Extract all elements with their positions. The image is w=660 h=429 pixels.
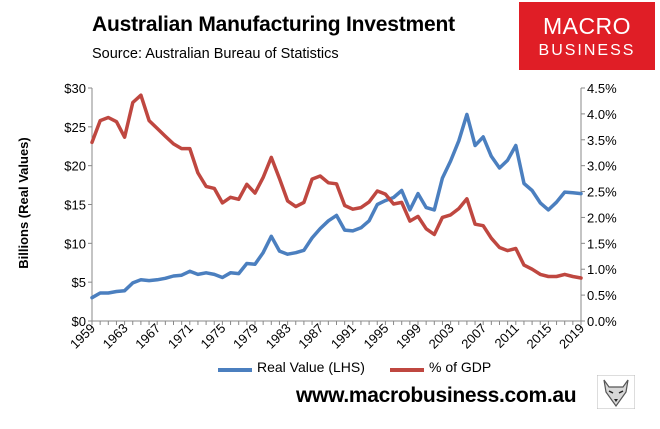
logo-line-1: MACRO bbox=[542, 13, 632, 39]
right-tick-label: 4.0% bbox=[587, 107, 617, 122]
x-tick-label: 2011 bbox=[492, 321, 522, 351]
series-line-real-value bbox=[90, 112, 583, 300]
x-tick-label: 1991 bbox=[328, 321, 359, 352]
y-axis-label: Billions (Real Values) bbox=[16, 137, 31, 269]
x-tick-label: 1963 bbox=[100, 321, 131, 352]
right-tick-label: 3.0% bbox=[587, 159, 617, 174]
left-tick-label: $0 bbox=[72, 314, 86, 329]
legend-swatch-gdp bbox=[390, 368, 424, 372]
left-tick-label: $25 bbox=[64, 120, 86, 135]
chart-title: Australian Manufacturing Investment bbox=[92, 13, 455, 36]
x-tick-label: 1967 bbox=[132, 321, 163, 352]
right-tick-label: 3.5% bbox=[587, 133, 617, 148]
x-tick-label: 1987 bbox=[295, 321, 326, 352]
x-tick-label: 1995 bbox=[360, 321, 391, 352]
series-line-gdp bbox=[90, 93, 583, 280]
chart-axes bbox=[88, 87, 585, 325]
x-tick-label: 1971 bbox=[165, 321, 196, 352]
right-tick-label: 1.0% bbox=[587, 262, 617, 277]
x-tick-label: 2019 bbox=[556, 321, 587, 352]
x-tick-label: 1999 bbox=[393, 321, 424, 352]
chart-series bbox=[90, 93, 583, 300]
right-tick-label: 0.0% bbox=[587, 314, 617, 329]
left-tick-label: $15 bbox=[64, 198, 86, 213]
logo-line-2: BUSINESS bbox=[538, 42, 636, 59]
x-tick-label: 1983 bbox=[263, 321, 294, 352]
macro-business-logo: MACRO BUSINESS bbox=[519, 2, 655, 70]
chart-subtitle: Source: Australian Bureau of Statistics bbox=[92, 46, 339, 62]
left-tick-label: $5 bbox=[72, 275, 86, 290]
x-tick-label: 2007 bbox=[458, 321, 489, 352]
left-tick-label: $30 bbox=[64, 81, 86, 96]
chart-ticks: $0 $5 $10 $15 $20 $25 $30 0.0% 0.5% 1.0% 1.5% 2.0% 2… bbox=[64, 81, 617, 352]
x-tick-label: 2015 bbox=[523, 321, 554, 352]
website-url: www.macrobusiness.com.au bbox=[296, 384, 577, 407]
x-tick-label: 2003 bbox=[426, 321, 457, 352]
legend-label-real-value: Real Value (LHS) bbox=[257, 359, 365, 375]
x-tick-label: 1975 bbox=[197, 321, 228, 352]
right-tick-label: 2.0% bbox=[587, 210, 617, 225]
right-tick-label: 0.5% bbox=[587, 288, 617, 303]
left-tick-label: $10 bbox=[64, 236, 86, 251]
legend-swatch-real-value bbox=[218, 368, 252, 372]
wolf-mascot-icon bbox=[597, 375, 635, 409]
x-tick-label: 1979 bbox=[230, 321, 261, 352]
right-tick-label: 2.5% bbox=[587, 185, 617, 200]
legend-label-gdp: % of GDP bbox=[429, 359, 492, 375]
right-tick-label: 4.5% bbox=[587, 81, 617, 96]
right-tick-label: 1.5% bbox=[587, 236, 617, 251]
left-tick-label: $20 bbox=[64, 159, 86, 174]
